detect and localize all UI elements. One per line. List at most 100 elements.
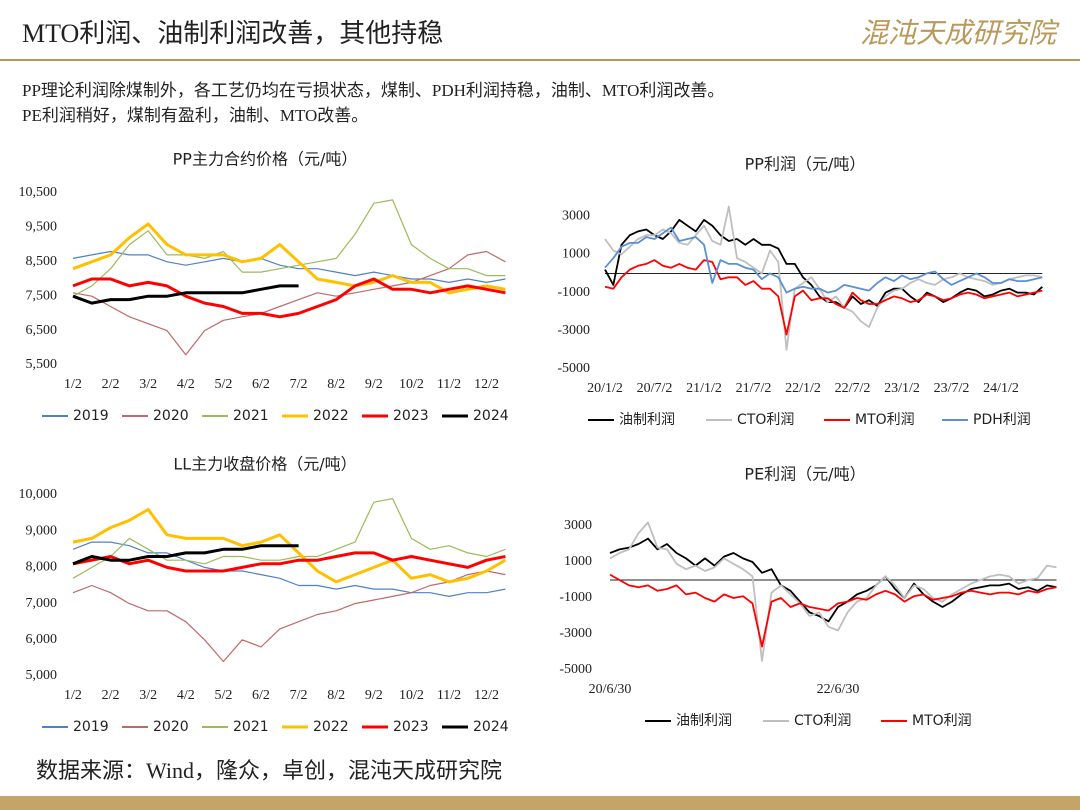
x-tick-label: 1/2 xyxy=(64,688,82,703)
y-tick-label: 7,000 xyxy=(26,596,58,611)
x-tick-label: 6/2 xyxy=(252,688,270,703)
x-tick-label: 11/2 xyxy=(437,377,461,392)
x-tick-label: 24/1/2 xyxy=(983,381,1019,396)
x-tick-label: 2/2 xyxy=(102,377,120,392)
legend-label: CTO利润 xyxy=(737,412,794,428)
x-tick-label: 3/2 xyxy=(139,688,157,703)
series-line xyxy=(72,199,506,297)
x-tick-label: 6/2 xyxy=(252,377,270,392)
x-tick-label: 12/2 xyxy=(474,377,499,392)
y-tick-label: 7,500 xyxy=(26,288,58,303)
slide-title: MTO利润、油制利润改善，其他持稳 xyxy=(22,19,443,48)
series-line xyxy=(609,537,1057,623)
legend-label: MTO利润 xyxy=(855,412,915,428)
x-tick-label: 11/2 xyxy=(437,688,461,703)
series-line xyxy=(72,498,506,579)
x-tick-label: 23/7/2 xyxy=(934,381,970,396)
series-line xyxy=(72,222,506,295)
chart-title: PP利润（元/吨） xyxy=(745,155,866,174)
y-tick-label: -3000 xyxy=(557,323,590,338)
legend-label: 2024 xyxy=(473,719,509,735)
x-tick-label: 20/6/30 xyxy=(589,682,632,697)
legend-label: 2021 xyxy=(233,719,269,735)
series-line xyxy=(604,219,1043,309)
legend-label: 2021 xyxy=(233,408,269,424)
x-tick-label: 9/2 xyxy=(365,377,383,392)
x-tick-label: 7/2 xyxy=(290,377,308,392)
y-tick-label: 1000 xyxy=(564,554,592,569)
x-tick-label: 9/2 xyxy=(365,688,383,703)
x-tick-label: 4/2 xyxy=(177,377,195,392)
body-text: PE利润稍好，煤制有盈利，油制、MTO改善。 xyxy=(22,106,368,125)
y-tick-label: -1000 xyxy=(559,590,592,605)
source-note: 数据来源：Wind，隆众，卓创，混沌天成研究院 xyxy=(36,758,502,783)
legend-label: 2020 xyxy=(153,719,189,735)
y-tick-label: 10,000 xyxy=(19,487,58,502)
legend-label: 2024 xyxy=(473,408,509,424)
y-tick-label: 6,000 xyxy=(26,632,58,647)
chart-title: PE利润（元/吨） xyxy=(744,465,865,484)
legend-label: 2023 xyxy=(393,408,429,424)
series-line xyxy=(609,573,1057,648)
x-tick-label: 22/6/30 xyxy=(817,682,860,697)
y-tick-label: -5000 xyxy=(557,361,590,376)
y-tick-label: 6,500 xyxy=(26,323,58,338)
y-tick-label: 5,500 xyxy=(26,357,58,372)
legend-label: 2022 xyxy=(313,408,349,424)
legend-label: MTO利润 xyxy=(912,713,972,729)
series-line xyxy=(604,226,1043,294)
y-tick-label: 5,000 xyxy=(26,668,58,683)
chart-title: PP主力合约价格（元/吨） xyxy=(173,150,358,169)
header-rule xyxy=(0,59,1080,61)
y-tick-label: -1000 xyxy=(557,285,590,300)
series-line xyxy=(604,259,1043,336)
legend-label: PDH利润 xyxy=(973,412,1031,428)
series-line xyxy=(72,551,506,573)
y-tick-label: 9,000 xyxy=(26,523,58,538)
y-tick-label: 3000 xyxy=(564,518,592,533)
chart-title: LL主力收盘价格（元/吨） xyxy=(173,455,356,474)
y-tick-label: 3000 xyxy=(562,208,590,223)
y-tick-label: 10,500 xyxy=(19,185,58,200)
series-line xyxy=(72,541,506,597)
x-tick-label: 23/1/2 xyxy=(884,381,920,396)
series-line xyxy=(72,284,299,305)
legend-label: CTO利润 xyxy=(794,713,851,729)
legend-label: 2023 xyxy=(393,719,429,735)
series-line xyxy=(72,570,506,663)
x-tick-label: 21/1/2 xyxy=(686,381,722,396)
y-tick-label: 9,500 xyxy=(26,220,58,235)
body-text: PP理论利润除煤制外，各工艺仍均在亏损状态，煤制、PDH利润持稳，油制、MTO利… xyxy=(22,81,724,100)
footer-bar xyxy=(0,796,1080,810)
series-line xyxy=(609,521,1057,662)
x-tick-label: 22/7/2 xyxy=(835,381,871,396)
legend-label: 2019 xyxy=(73,408,109,424)
x-tick-label: 22/1/2 xyxy=(785,381,821,396)
x-tick-label: 20/7/2 xyxy=(637,381,673,396)
series-line xyxy=(72,250,506,356)
y-tick-label: 8,500 xyxy=(26,254,58,269)
x-tick-label: 5/2 xyxy=(214,377,232,392)
legend-label: 油制利润 xyxy=(619,412,675,428)
logo: 混沌天成研究院 xyxy=(860,18,1060,49)
y-tick-label: 8,000 xyxy=(26,560,58,575)
legend-label: 2022 xyxy=(313,719,349,735)
y-tick-label: -3000 xyxy=(559,626,592,641)
x-tick-label: 7/2 xyxy=(290,688,308,703)
legend-label: 油制利润 xyxy=(676,713,732,729)
x-tick-label: 1/2 xyxy=(64,377,82,392)
legend-label: 2019 xyxy=(73,719,109,735)
x-tick-label: 3/2 xyxy=(139,377,157,392)
x-tick-label: 5/2 xyxy=(214,688,232,703)
x-tick-label: 21/7/2 xyxy=(736,381,772,396)
x-tick-label: 8/2 xyxy=(327,377,345,392)
series-line xyxy=(72,508,507,584)
series-line xyxy=(72,544,299,566)
x-tick-label: 8/2 xyxy=(327,688,345,703)
legend-label: 2020 xyxy=(153,408,189,424)
x-tick-label: 4/2 xyxy=(177,688,195,703)
x-tick-label: 10/2 xyxy=(399,377,424,392)
x-tick-label: 2/2 xyxy=(102,688,120,703)
y-tick-label: -5000 xyxy=(559,662,592,677)
